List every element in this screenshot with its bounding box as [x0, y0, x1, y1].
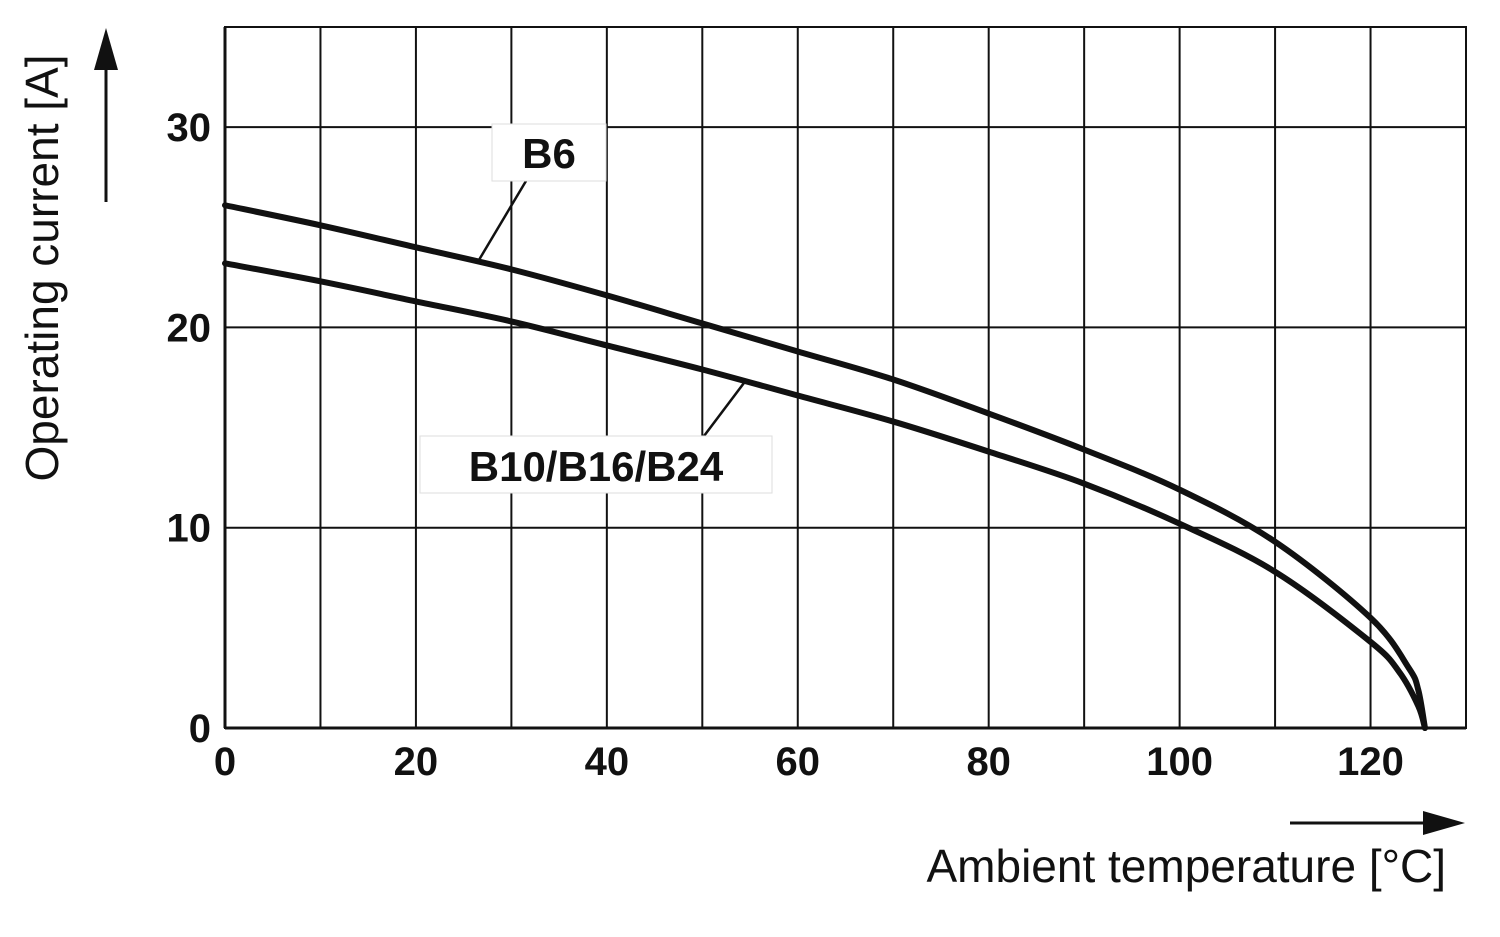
series-label-b6-box [491, 123, 607, 182]
series-label-b10-b16-b24-text: B10/B16/B24 [469, 443, 724, 490]
x-tick-label: 20 [394, 740, 439, 784]
tick-label-layer: 0 20 40 60 80 100 120 0 10 20 30 [167, 106, 1404, 784]
series-line-b6 [222, 202, 1428, 731]
y-axis-arrow-head [94, 28, 118, 70]
x-axis-arrow-head [1423, 811, 1465, 835]
x-tick-label: 80 [966, 740, 1011, 784]
x-tick-label: 60 [776, 740, 821, 784]
grid-layer [223, 26, 1467, 730]
y-tick-label: 10 [167, 507, 212, 551]
series-layer [222, 202, 1428, 731]
y-tick-label: 30 [167, 106, 212, 150]
y-tick-label: 20 [167, 306, 212, 350]
series-line-b10-b16-b24 [222, 260, 1428, 731]
x-tick-label: 100 [1146, 740, 1213, 784]
x-tick-label: 0 [214, 740, 236, 784]
y-axis-title: Operating current [A] [16, 55, 68, 482]
series-label-b10-b16-b24-box [419, 435, 773, 494]
y-tick-label: 0 [189, 707, 211, 751]
leader-line-b6 [476, 180, 528, 263]
x-tick-label: 40 [585, 740, 630, 784]
series-label-b10-b16-b24: B10/B16/B24 [419, 435, 773, 494]
x-axis-title-group: Ambient temperature [°C] [927, 811, 1465, 892]
leader-line-b10-b16-b24 [703, 380, 747, 437]
y-axis-title-group: Operating current [A] [16, 28, 118, 481]
x-axis-title: Ambient temperature [°C] [927, 840, 1447, 892]
plot-frame [224, 26, 1467, 729]
series-label-b6: B6 [491, 123, 607, 182]
leader-layer [476, 180, 747, 437]
series-label-b6-text: B6 [522, 130, 576, 177]
x-tick-label: 120 [1337, 740, 1404, 784]
